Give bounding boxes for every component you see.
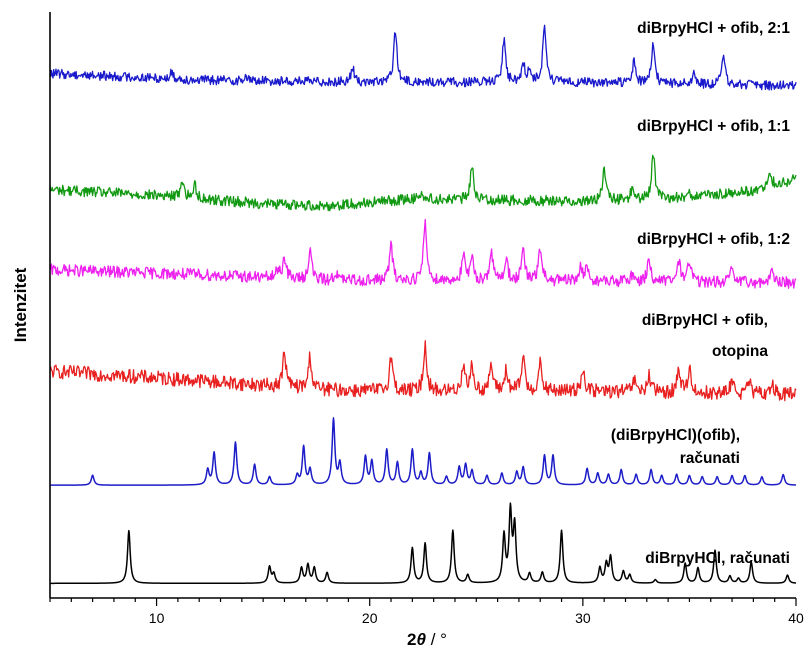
series-label-0-line-0: diBrpyHCl, računati bbox=[645, 550, 790, 567]
x-tick-label: 20 bbox=[362, 610, 378, 626]
series-layer bbox=[49, 24, 797, 585]
series-line-1 bbox=[49, 417, 797, 486]
series-line-2 bbox=[49, 340, 797, 402]
series-line-3 bbox=[49, 218, 797, 289]
series-line-0 bbox=[49, 502, 797, 585]
y-axis-title: Intenzitet bbox=[11, 267, 30, 342]
series-label-1-line-1: računati bbox=[680, 450, 740, 467]
series-labels: diBrpyHCl, računati (diBrpyHCl)(ofib), rač… bbox=[611, 20, 791, 567]
x-tick-label: 30 bbox=[575, 610, 591, 626]
x-axis-title: 2θ / ° bbox=[407, 630, 447, 649]
series-label-1-line-0: (diBrpyHCl)(ofib), bbox=[611, 427, 740, 444]
x-tick-label: 40 bbox=[788, 610, 804, 626]
x-tick-label: 10 bbox=[149, 610, 165, 626]
x-axis-title-theta: θ bbox=[417, 630, 427, 649]
series-label-5-line-0: diBrpyHCl + ofib, 2:1 bbox=[637, 20, 790, 37]
series-line-4 bbox=[49, 154, 797, 212]
series-label-2-line-0: diBrpyHCl + ofib, bbox=[642, 312, 768, 329]
x-axis-title-unit: / ° bbox=[426, 630, 447, 649]
x-axis-ticks: 10 20 30 40 bbox=[49, 598, 804, 626]
series-label-3-line-0: diBrpyHCl + ofib, 1:2 bbox=[637, 231, 790, 248]
series-line-5 bbox=[49, 24, 797, 91]
series-label-4-line-0: diBrpyHCl + ofib, 1:1 bbox=[637, 118, 790, 135]
x-axis-title-main: 2 bbox=[407, 630, 416, 649]
series-label-2-line-1: otopina bbox=[712, 343, 768, 360]
